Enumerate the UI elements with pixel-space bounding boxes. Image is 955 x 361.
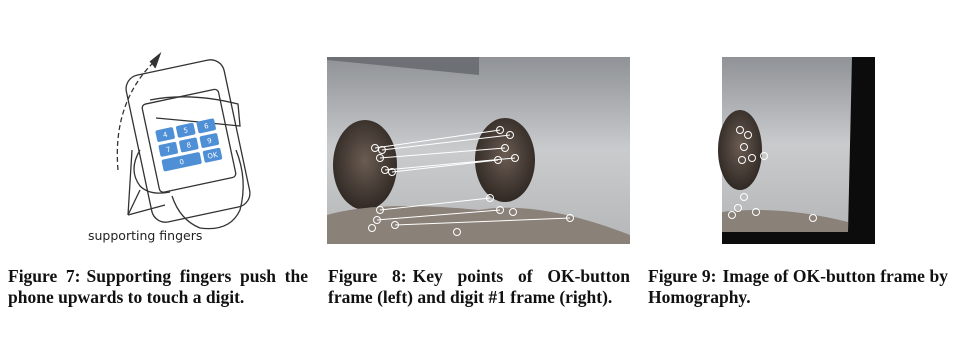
keypad: 4 5 6 7 8 9 0 OK	[155, 118, 223, 172]
key-label: OK	[207, 151, 219, 161]
key	[158, 141, 178, 157]
key-label: 8	[186, 141, 192, 150]
key-label: 7	[165, 145, 171, 154]
caption-text: Supporting fingers push the phone upward…	[8, 266, 308, 307]
key-label: 4	[162, 131, 169, 140]
caption-8: Figure 8: Key points of OK-button frame (…	[328, 266, 630, 308]
key	[199, 133, 220, 148]
key-label: 6	[203, 122, 210, 131]
figure-label: Figure 8:	[328, 266, 407, 286]
key	[202, 147, 223, 163]
key-label: 0	[179, 158, 185, 167]
caption-9: Figure 9: Image of OK-button frame by Hom…	[648, 266, 948, 308]
figure-9-photo	[718, 57, 875, 244]
key	[161, 152, 202, 172]
key-label: 5	[183, 126, 189, 135]
caption-7: Figure 7: Supporting fingers push the pho…	[8, 266, 308, 308]
figure-label: Figure 9:	[648, 266, 717, 286]
annotation: supporting fingers	[88, 228, 202, 243]
key-label: 9	[206, 137, 212, 146]
key	[196, 118, 216, 134]
figure-7-drawing	[116, 52, 251, 230]
key	[179, 137, 199, 153]
caption-text: Key points of OK-button frame (left) and…	[328, 266, 630, 307]
figure-8-photo	[327, 57, 630, 244]
key	[155, 127, 175, 142]
key	[176, 122, 196, 138]
figure-label: Figure 7:	[8, 266, 81, 286]
caption-text: Image of OK-button frame by Homography.	[648, 266, 948, 307]
